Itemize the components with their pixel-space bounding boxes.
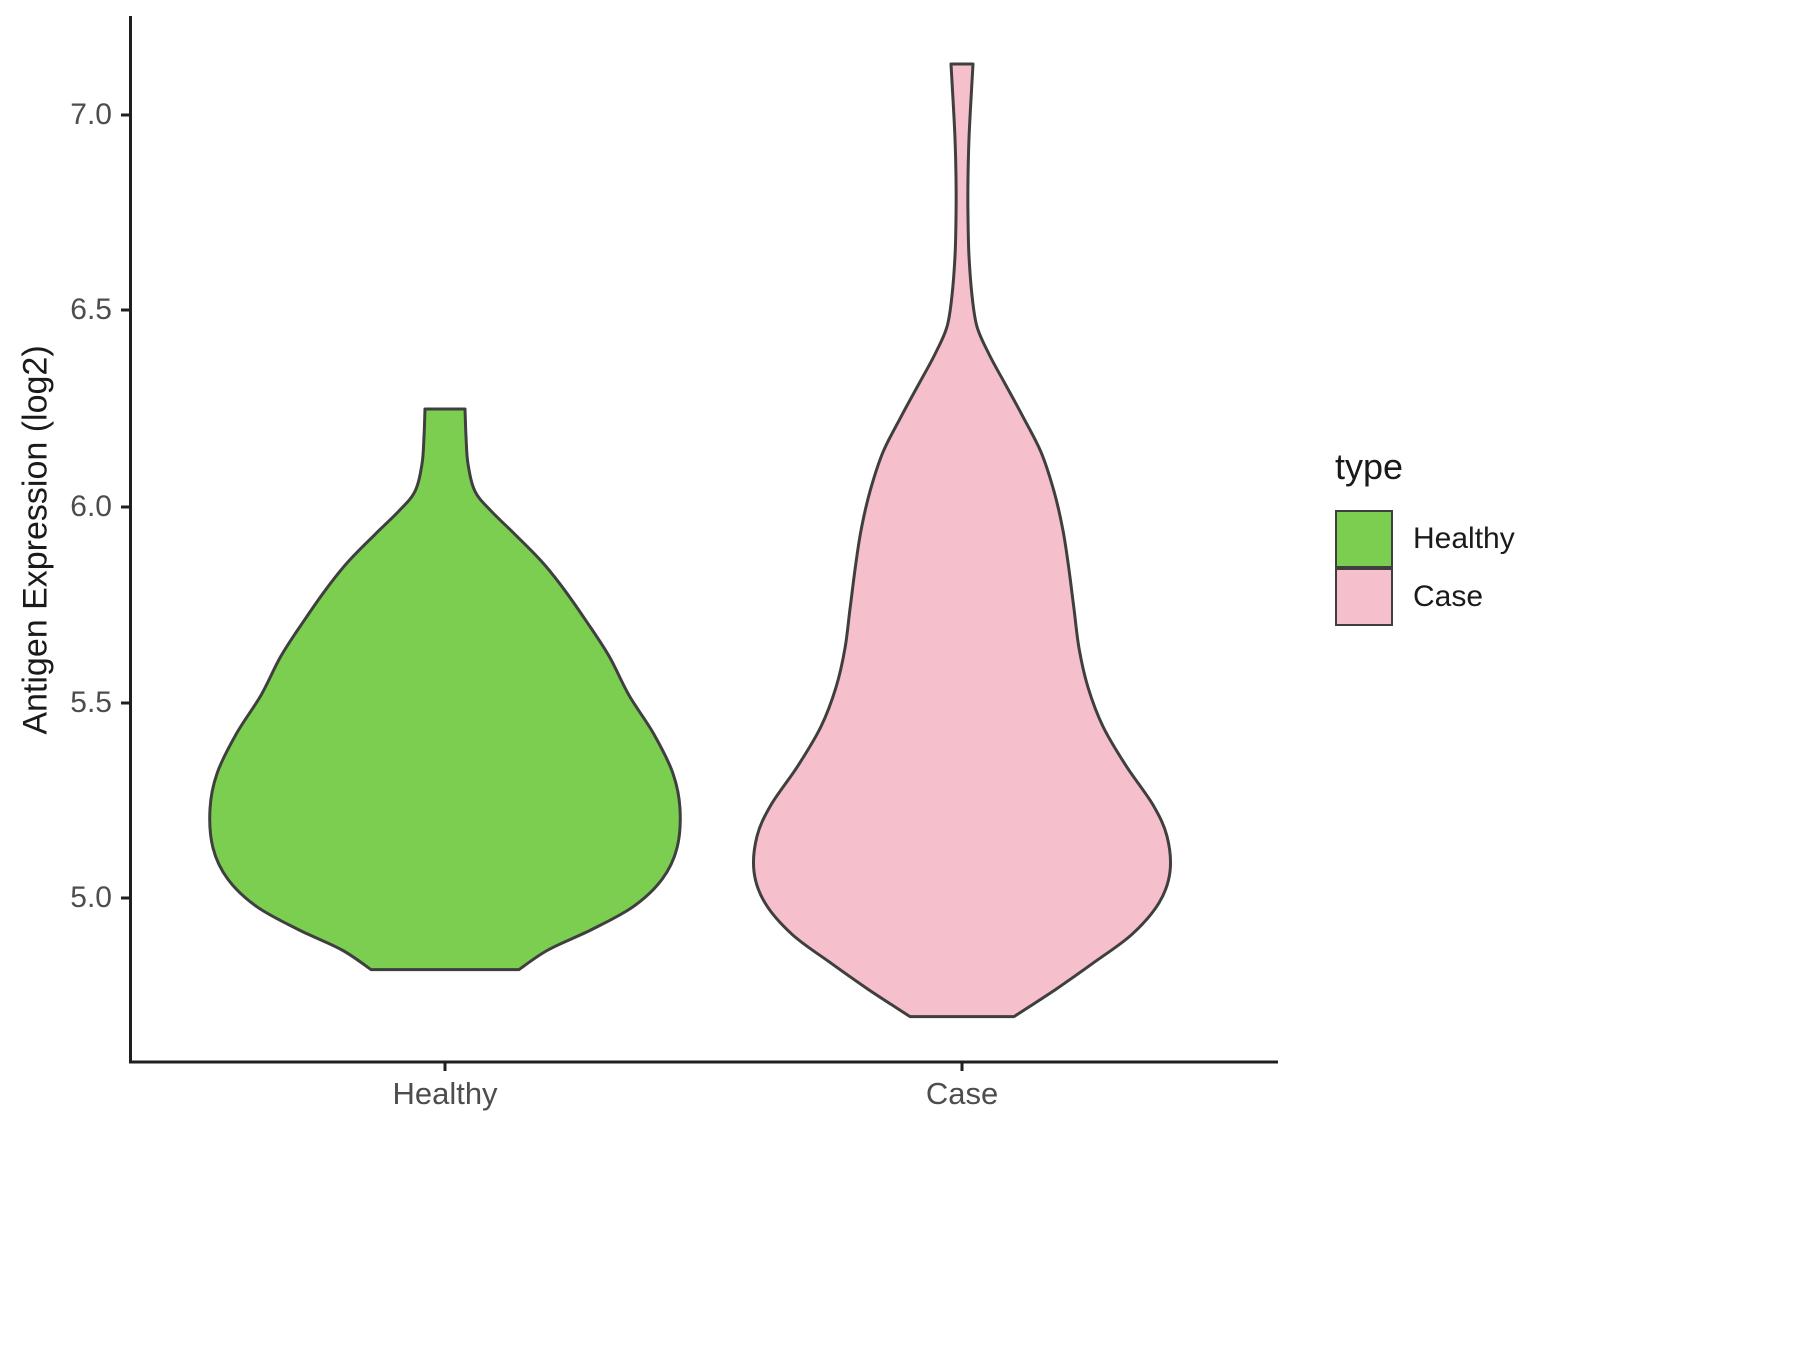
legend-label-healthy: Healthy [1413, 522, 1515, 555]
legend-key-healthy-swatch [1335, 510, 1393, 568]
y-tick-label: 5.0 [70, 881, 112, 914]
legend: type Healthy Case [1335, 446, 1515, 626]
y-tick-label: 6.0 [70, 490, 112, 523]
legend-title: type [1335, 446, 1404, 487]
y-axis-title: Antigen Expression (log2) [16, 345, 55, 735]
legend-item-case: Case [1335, 568, 1515, 626]
legend-label-case: Case [1413, 580, 1484, 613]
legend-item-healthy: Healthy [1335, 510, 1515, 568]
x-tick-label-case: Case [925, 1076, 999, 1111]
y-tick-label: 5.5 [70, 686, 112, 719]
violins-group [208, 62, 1172, 1019]
y-tick-label: 6.5 [70, 293, 112, 326]
legend-key-case-swatch [1335, 568, 1393, 626]
violin-healthy [208, 407, 682, 972]
violin-case [752, 62, 1172, 1019]
x-tick-label-healthy: Healthy [392, 1076, 498, 1111]
y-tick-label: 7.0 [70, 98, 112, 131]
